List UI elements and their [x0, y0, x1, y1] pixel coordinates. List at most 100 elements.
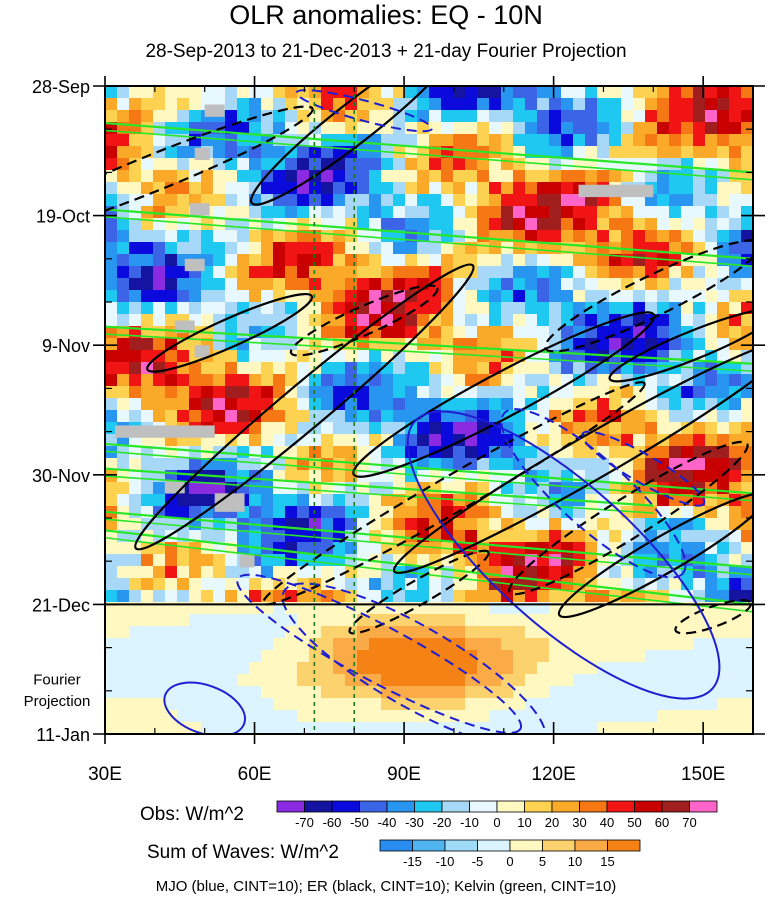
field-cell [441, 86, 454, 99]
field-cell [453, 182, 466, 195]
field-cell [621, 86, 634, 99]
field-cell [105, 626, 118, 639]
field-cell [213, 710, 226, 723]
field-cell [585, 674, 598, 687]
field-cell [213, 278, 226, 291]
field-cell [261, 386, 274, 399]
field-cell [705, 86, 718, 99]
field-cell [153, 170, 166, 183]
field-cell [405, 698, 418, 711]
field-cell [657, 662, 670, 675]
field-cell [249, 566, 262, 579]
field-cell [549, 482, 562, 495]
field-cell [405, 374, 418, 387]
field-cell [189, 170, 202, 183]
field-cell [501, 242, 514, 255]
field-cell [417, 626, 430, 639]
field-cell [309, 542, 322, 555]
field-cell [525, 554, 538, 567]
field-cell [537, 398, 550, 411]
field-cell [141, 230, 154, 243]
field-cell [273, 422, 286, 435]
field-cell [381, 398, 394, 411]
field-cell [105, 182, 118, 195]
field-cell [669, 206, 682, 219]
field-cell [165, 458, 178, 471]
field-cell [693, 218, 706, 231]
field-cell [645, 98, 658, 111]
field-cell [165, 266, 178, 279]
field-cell [741, 398, 753, 411]
field-cell [309, 446, 322, 459]
field-cell [621, 698, 634, 711]
field-cell [669, 350, 682, 363]
field-cell [681, 206, 694, 219]
er-contour [352, 311, 656, 478]
field-cell [561, 458, 574, 471]
field-cell [117, 302, 130, 315]
field-cell [213, 434, 226, 447]
field-cell [117, 542, 130, 555]
field-cell [549, 470, 562, 483]
field-cell [573, 386, 586, 399]
field-cell [729, 362, 742, 375]
field-cell [465, 686, 478, 699]
field-cell [429, 362, 442, 375]
field-cell [273, 350, 286, 363]
field-cell [141, 698, 154, 711]
field-cell [237, 386, 250, 399]
field-cell [465, 662, 478, 675]
field-cell [549, 86, 562, 99]
field-cell [237, 458, 250, 471]
field-cell [621, 146, 634, 159]
field-cell [333, 206, 346, 219]
field-cell [417, 686, 430, 699]
field-cell [681, 638, 694, 651]
field-cell [729, 542, 742, 555]
field-cell [297, 230, 310, 243]
field-cell [597, 338, 610, 351]
field-cell [537, 374, 550, 387]
field-cell [561, 170, 574, 183]
field-cell [489, 458, 502, 471]
field-cell [213, 218, 226, 231]
field-cell [741, 434, 753, 447]
field-cell [105, 698, 118, 711]
field-cell [309, 218, 322, 231]
field-cell [261, 338, 274, 351]
field-cell [189, 110, 202, 123]
field-cell [165, 98, 178, 111]
field-cell [345, 350, 358, 363]
field-cell [513, 638, 526, 651]
field-cell [213, 674, 226, 687]
field-cell [105, 278, 118, 291]
field-cell [129, 578, 142, 591]
wave-contours [105, 86, 753, 734]
field-cell [429, 122, 442, 135]
field-cell [129, 518, 142, 531]
field-cell [657, 326, 670, 339]
field-cell [249, 674, 262, 687]
field-cell [213, 614, 226, 627]
field-cell [225, 374, 238, 387]
waves-colorbar-swatch [574, 839, 608, 852]
field-cell [225, 170, 238, 183]
field-cell [105, 722, 118, 734]
missing-data-block [174, 320, 195, 333]
field-cell [429, 314, 442, 327]
field-cell [333, 566, 346, 579]
field-cell [297, 398, 310, 411]
field-cell [489, 710, 502, 723]
field-cell [657, 398, 670, 411]
field-cell [297, 422, 310, 435]
field-cell [429, 86, 442, 99]
field-cell [645, 194, 658, 207]
field-cell [237, 470, 250, 483]
field-cell [657, 290, 670, 303]
field-cell [261, 374, 274, 387]
field-cell [717, 338, 730, 351]
field-cell [489, 662, 502, 675]
field-cell [453, 158, 466, 171]
field-cell [237, 326, 250, 339]
field-cell [561, 662, 574, 675]
